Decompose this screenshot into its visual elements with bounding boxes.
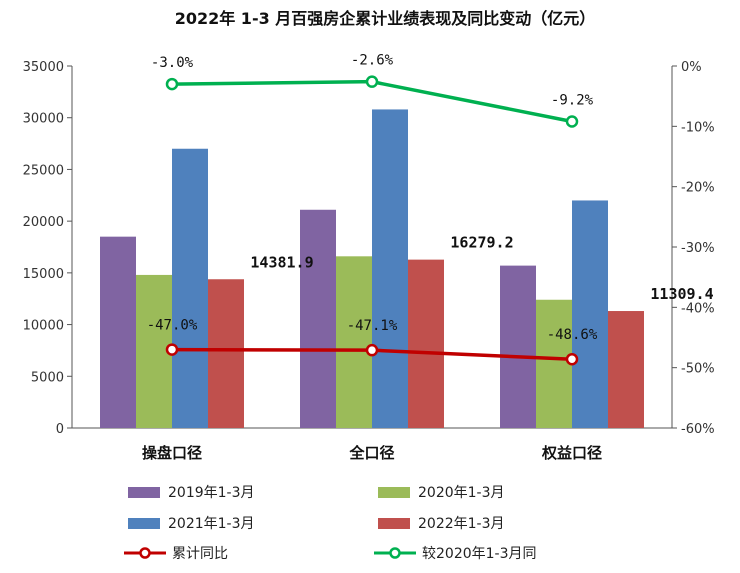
bar-2020年1-3月-全口径 — [336, 256, 372, 428]
data-labels: 14381.9 16279.2 11309.4 -47.0% -47.1% -48.6% -… — [147, 53, 714, 344]
bar-2020年1-3月-权益口径 — [536, 299, 572, 428]
legend-label-vs2020: 较2020年1-3月同 — [422, 546, 537, 562]
line-value-label: -3.0% — [151, 55, 194, 71]
point-较2020年1-3月同比变动-权益口径 — [565, 115, 579, 128]
legend-swatch-2020 — [378, 487, 410, 498]
y-left-tick-label: 5000 — [31, 370, 64, 385]
y-left-tick-label: 0 — [56, 422, 64, 437]
bar-2019年1-3月-权益口径 — [500, 265, 536, 428]
bar-value-label: 16279.2 — [450, 234, 513, 252]
watermark: 搜狐号@搜狐焦点昆明站 — [585, 549, 728, 564]
bar-2022年1-3月-权益口径 — [608, 311, 644, 428]
y-right-tick-label: 0% — [681, 60, 702, 75]
axes: 0 5000 10000 15000 20000 25000 30000 35000 0% -10… — [23, 60, 715, 437]
y-right-tick-label: -50% — [681, 362, 715, 377]
bar-2021年1-3月-操盘口径 — [172, 148, 208, 428]
bar-2020年1-3月-操盘口径 — [136, 274, 172, 428]
legend-marker-yoy — [139, 547, 151, 559]
line-value-label: -9.2% — [551, 93, 594, 109]
bar-2019年1-3月-全口径 — [300, 209, 336, 428]
line-value-label: -2.6% — [351, 53, 394, 69]
bar-value-label: 11309.4 — [650, 285, 713, 303]
x-category-label: 全口径 — [348, 444, 394, 462]
bar-value-label: 14381.9 — [250, 253, 313, 271]
legend-swatch-2022 — [378, 518, 410, 529]
y-left-tick-label: 20000 — [23, 215, 64, 230]
y-right-tick-label: -20% — [681, 181, 715, 196]
y-left-tick-label: 30000 — [23, 112, 64, 127]
line-value-label: -47.1% — [347, 318, 398, 334]
legend-marker-vs2020 — [389, 547, 401, 559]
lines — [165, 75, 579, 366]
x-category-label: 操盘口径 — [142, 444, 202, 462]
bar-2022年1-3月-操盘口径 — [208, 279, 244, 428]
y-right-tick-label: -30% — [681, 241, 715, 256]
line-value-label: -48.6% — [547, 327, 598, 343]
point-累计同比-权益口径 — [565, 352, 579, 366]
legend-swatch-2021 — [128, 518, 160, 529]
legend-swatch-2019 — [128, 487, 160, 498]
point-较2020年1-3月同比变动-全口径 — [365, 75, 379, 88]
bar-2021年1-3月-权益口径 — [572, 200, 608, 428]
y-right-tick-label: -10% — [681, 120, 715, 135]
point-累计同比-操盘口径 — [165, 343, 179, 356]
y-left-tick-label: 35000 — [23, 60, 64, 75]
y-left-tick-label: 10000 — [23, 319, 64, 334]
y-right-tick-label: -60% — [681, 422, 715, 437]
chart-title: 2022年 1-3 月百强房企累计业绩表现及同比变动（亿元） — [175, 9, 596, 28]
category-labels: 操盘口径 全口径 权益口径 — [142, 444, 602, 462]
legend-label-2021: 2021年1-3月 — [168, 516, 255, 532]
legend-label-yoy: 累计同比 — [172, 546, 228, 562]
point-较2020年1-3月同比变动-操盘口径 — [165, 77, 179, 91]
point-累计同比-全口径 — [365, 343, 379, 357]
y-left-tick-label: 15000 — [23, 267, 64, 282]
legend-label-2020: 2020年1-3月 — [418, 485, 505, 501]
line-value-label: -47.0% — [147, 318, 198, 334]
legend-label-2019: 2019年1-3月 — [168, 485, 255, 501]
x-category-label: 权益口径 — [541, 444, 602, 462]
y-right-tick-label: -40% — [681, 301, 715, 316]
bars — [100, 109, 644, 428]
legend-label-2022: 2022年1-3月 — [418, 516, 505, 532]
bar-2022年1-3月-全口径 — [408, 259, 444, 428]
bar-2019年1-3月-操盘口径 — [100, 236, 136, 428]
legend: 2019年1-3月 2020年1-3月 2021年1-3月 2022年1-3月 … — [124, 485, 537, 562]
y-left-tick-label: 25000 — [23, 163, 64, 178]
bar-2021年1-3月-全口径 — [372, 109, 408, 428]
